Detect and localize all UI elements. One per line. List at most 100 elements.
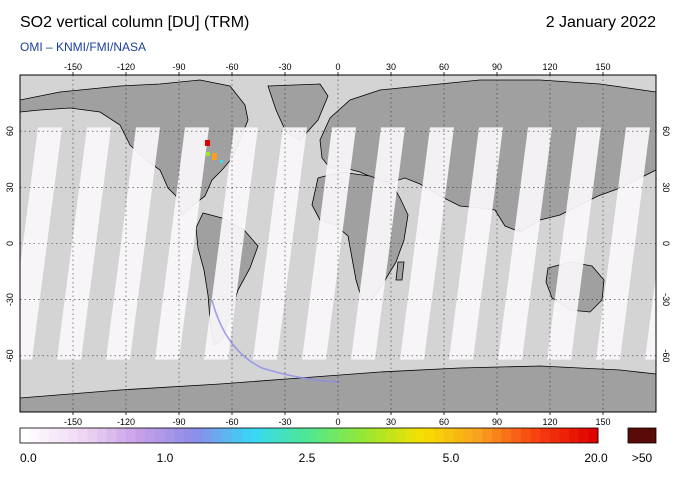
colorbar-segment — [309, 428, 320, 443]
lon-tick-label-top: 60 — [439, 62, 449, 72]
colorbar-segment — [434, 428, 445, 443]
colorbar-segment — [520, 428, 532, 443]
colorbar-segment — [366, 428, 377, 443]
colorbar-segment — [482, 428, 493, 443]
lon-tick-label-top: 90 — [492, 62, 502, 72]
data-credit: OMI – KNMI/FMI/NASA — [20, 40, 147, 54]
lon-tick-label-bottom: -120 — [117, 417, 135, 427]
lon-tick-label-bottom: 60 — [439, 417, 449, 427]
colorbar-segment — [328, 428, 339, 443]
colorbar-segment — [318, 428, 329, 443]
lon-tick-label-bottom: 150 — [595, 417, 610, 427]
colorbar-segment — [289, 428, 300, 443]
colorbar-segment — [203, 428, 214, 443]
lon-tick-label-bottom: 0 — [335, 417, 340, 427]
swath-stripe — [400, 127, 454, 360]
lat-tick-label-right: 0 — [661, 241, 671, 246]
colorbar-label-1: 1.0 — [156, 451, 174, 465]
lon-tick-label-bottom: -90 — [172, 417, 185, 427]
colorbar-label-3: 5.0 — [442, 451, 460, 465]
lon-tick-label-top: 0 — [335, 62, 340, 72]
greenland — [267, 83, 329, 141]
colorbar-segment — [530, 428, 541, 443]
colorbar-segment — [20, 428, 31, 443]
lat-tick-label-left: 0 — [5, 241, 15, 246]
lat-tick-label-left: 30 — [5, 182, 15, 192]
lon-tick-label-bottom: -60 — [225, 417, 238, 427]
lat-tick-label-right: -60 — [661, 349, 671, 362]
colorbar-segment — [463, 428, 474, 443]
swath-stripe — [645, 274, 656, 360]
lon-tick-label-top: 150 — [595, 62, 610, 72]
colorbar-segment — [337, 428, 349, 443]
colorbar-segment — [260, 428, 271, 443]
colorbar-segment — [29, 428, 40, 443]
colorbar-segment — [135, 428, 146, 443]
colorbar-segment — [578, 428, 589, 443]
colorbar-segment — [569, 428, 580, 443]
colorbar-segment — [164, 428, 175, 443]
colorbar-segment — [443, 428, 454, 443]
colorbar-segment — [174, 428, 185, 443]
colorbar-segment — [453, 428, 464, 443]
colorbar-segment — [405, 428, 416, 443]
colorbar-segment — [231, 428, 243, 443]
colorbar-segment — [376, 428, 387, 443]
colorbar-segment — [414, 428, 426, 443]
lat-tick-label-left: -30 — [5, 293, 15, 306]
colorbar-segment — [106, 428, 117, 443]
madagascar — [395, 261, 405, 281]
colorbar-label-2: 2.5 — [298, 451, 316, 465]
lon-tick-label-top: -90 — [172, 62, 185, 72]
map-title: SO2 vertical column [DU] (TRM) — [20, 14, 250, 31]
colorbar-segment — [183, 428, 194, 443]
lat-tick-label-right: 60 — [661, 126, 671, 136]
lon-tick-label-top: 120 — [542, 62, 557, 72]
colorbar — [19, 427, 657, 444]
swath-stripe — [449, 127, 503, 360]
colorbar-segment — [270, 428, 281, 443]
colorbar-segment — [588, 428, 599, 443]
lat-tick-label-left: 60 — [5, 126, 15, 136]
lon-tick-label-bottom: 90 — [492, 417, 502, 427]
lon-tick-label-top: -30 — [278, 62, 291, 72]
colorbar-segment — [559, 428, 570, 443]
colorbar-segment — [48, 428, 60, 443]
lon-tick-label-bottom: -30 — [278, 417, 291, 427]
colorbar-segment — [58, 428, 69, 443]
swath-stripe — [204, 127, 258, 360]
colorbar-segment — [540, 428, 551, 443]
lat-tick-label-left: -60 — [5, 349, 15, 362]
lat-tick-label-right: 30 — [661, 182, 671, 192]
colorbar-segment — [347, 428, 358, 443]
lon-tick-label-bottom: 120 — [542, 417, 557, 427]
colorbar-segment — [472, 428, 483, 443]
colorbar-label-0: 0.0 — [20, 451, 37, 465]
colorbar-segment — [212, 428, 223, 443]
colorbar-segment — [511, 428, 522, 443]
colorbar-segment — [299, 428, 310, 443]
colorbar-overflow-swatch — [627, 427, 657, 444]
colorbar-segment — [125, 428, 137, 443]
colorbar-segment — [395, 428, 406, 443]
lon-tick-label-top: 30 — [386, 62, 396, 72]
map-date: 2 January 2022 — [545, 14, 656, 31]
colorbar-segment — [501, 428, 512, 443]
colorbar-segment — [154, 428, 165, 443]
swath-stripe — [20, 127, 62, 360]
colorbar-segment — [241, 428, 252, 443]
colorbar-segment — [145, 428, 156, 443]
colorbar-segment — [251, 428, 262, 443]
colorbar-segment — [280, 428, 291, 443]
lon-tick-label-bottom: 30 — [386, 417, 396, 427]
colorbar-overflow-label: >50 — [631, 451, 653, 465]
colorbar-segment — [116, 428, 127, 443]
colorbar-segment — [39, 428, 50, 443]
colorbar-segment — [424, 428, 435, 443]
colorbar-segment — [386, 428, 397, 443]
colorbar-segment — [193, 428, 204, 443]
swath-stripe — [253, 127, 307, 360]
swath-stripe — [302, 127, 356, 360]
lon-tick-label-top: -150 — [64, 62, 82, 72]
